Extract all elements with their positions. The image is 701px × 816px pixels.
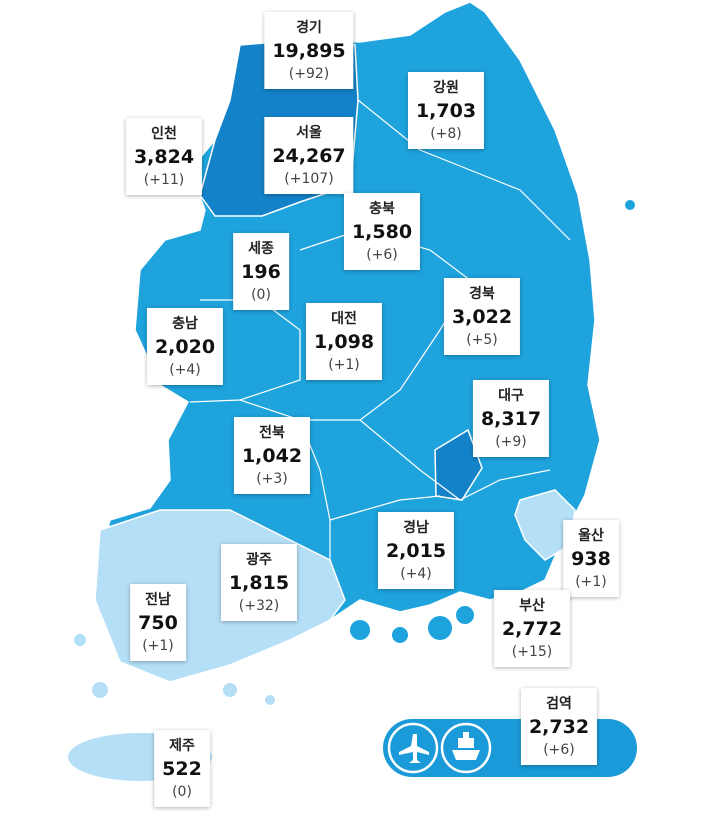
region-label: 검역 2,732 (+6) xyxy=(520,688,598,765)
ship xyxy=(452,732,480,760)
region-total: 24,267 xyxy=(272,145,346,167)
region-total: 3,824 xyxy=(133,146,195,168)
region-label: 대구 8,317 (+9) xyxy=(472,380,550,457)
region-change: (+3) xyxy=(256,471,288,487)
region-label: 경남 2,015 (+4) xyxy=(377,512,455,589)
region-label: 광주 1,815 (+32) xyxy=(220,544,298,621)
region-change: (+1) xyxy=(142,638,174,654)
region-change: (+4) xyxy=(169,362,201,378)
region-change: (+1) xyxy=(328,357,360,373)
region-change: (+5) xyxy=(466,332,498,348)
region-change: (+6) xyxy=(543,742,575,758)
region-name: 부산 xyxy=(519,598,545,614)
region-label: 충남 2,020 (+4) xyxy=(146,308,224,385)
region-total: 938 xyxy=(571,548,611,570)
region-name: 강원 xyxy=(433,80,459,96)
region-total: 1,703 xyxy=(415,100,477,122)
region-name: 대전 xyxy=(331,311,357,327)
region-change: (+4) xyxy=(400,566,432,582)
region-total: 2,732 xyxy=(528,716,590,738)
plane xyxy=(399,734,429,763)
region-change: (+107) xyxy=(284,171,334,187)
region-label: 대전 1,098 (+1) xyxy=(305,303,383,380)
region-label: 부산 2,772 (+15) xyxy=(493,590,571,667)
region-label: 세종 196 (0) xyxy=(233,233,289,310)
region-total: 3,022 xyxy=(451,306,513,328)
region-name: 검역 xyxy=(546,696,572,712)
region-total: 8,317 xyxy=(480,408,542,430)
region-change: (+8) xyxy=(430,126,462,142)
region-total: 1,815 xyxy=(228,572,290,594)
region-total: 1,042 xyxy=(241,445,303,467)
daegu-area xyxy=(434,428,483,501)
region-label: 전북 1,042 (+3) xyxy=(233,417,311,494)
region-total: 750 xyxy=(138,612,178,634)
islands xyxy=(74,514,275,705)
region-name: 경기 xyxy=(296,20,322,36)
quarantine-pill xyxy=(383,719,637,777)
region-label: 경기 19,895 (+92) xyxy=(264,12,354,89)
islands-south xyxy=(350,200,635,643)
region-name: 세종 xyxy=(248,241,274,257)
region-total: 522 xyxy=(162,758,202,780)
region-change: (0) xyxy=(172,784,192,800)
region-label: 서울 24,267 (+107) xyxy=(264,117,354,194)
region-name: 경북 xyxy=(469,286,495,302)
region-change: (+9) xyxy=(495,434,527,450)
region-change: (+11) xyxy=(143,172,185,188)
region-change: (+1) xyxy=(575,574,607,590)
region-change: (0) xyxy=(251,287,271,303)
region-label: 경북 3,022 (+5) xyxy=(443,278,521,355)
region-label: 충북 1,580 (+6) xyxy=(343,193,421,270)
region-label: 강원 1,703 (+8) xyxy=(407,72,485,149)
region-name: 광주 xyxy=(246,552,272,568)
region-label: 제주 522 (0) xyxy=(154,730,210,807)
region-total: 2,015 xyxy=(385,540,447,562)
region-total: 1,098 xyxy=(313,331,375,353)
region-name: 충남 xyxy=(172,316,198,332)
region-name: 전남 xyxy=(145,592,171,608)
region-name: 대구 xyxy=(498,388,524,404)
region-name: 전북 xyxy=(259,425,285,441)
region-name: 제주 xyxy=(169,738,195,754)
region-change: (+32) xyxy=(238,598,280,614)
region-label: 전남 750 (+1) xyxy=(130,584,186,661)
region-name: 울산 xyxy=(578,528,604,544)
region-total: 2,020 xyxy=(154,336,216,358)
region-label: 인천 3,824 (+11) xyxy=(125,118,203,195)
region-name: 경남 xyxy=(403,520,429,536)
region-change: (+92) xyxy=(288,66,330,82)
region-name: 서울 xyxy=(296,125,322,141)
region-change: (+6) xyxy=(366,247,398,263)
region-label: 울산 938 (+1) xyxy=(563,520,619,597)
region-name: 충북 xyxy=(369,201,395,217)
region-change: (+15) xyxy=(511,644,553,660)
region-total: 1,580 xyxy=(351,221,413,243)
airport-icon xyxy=(387,722,439,774)
ulsan-area xyxy=(514,489,576,561)
region-name: 인천 xyxy=(151,126,177,142)
port-icon xyxy=(440,722,492,774)
region-total: 196 xyxy=(241,261,281,283)
region-total: 2,772 xyxy=(501,618,563,640)
region-total: 19,895 xyxy=(272,40,346,62)
